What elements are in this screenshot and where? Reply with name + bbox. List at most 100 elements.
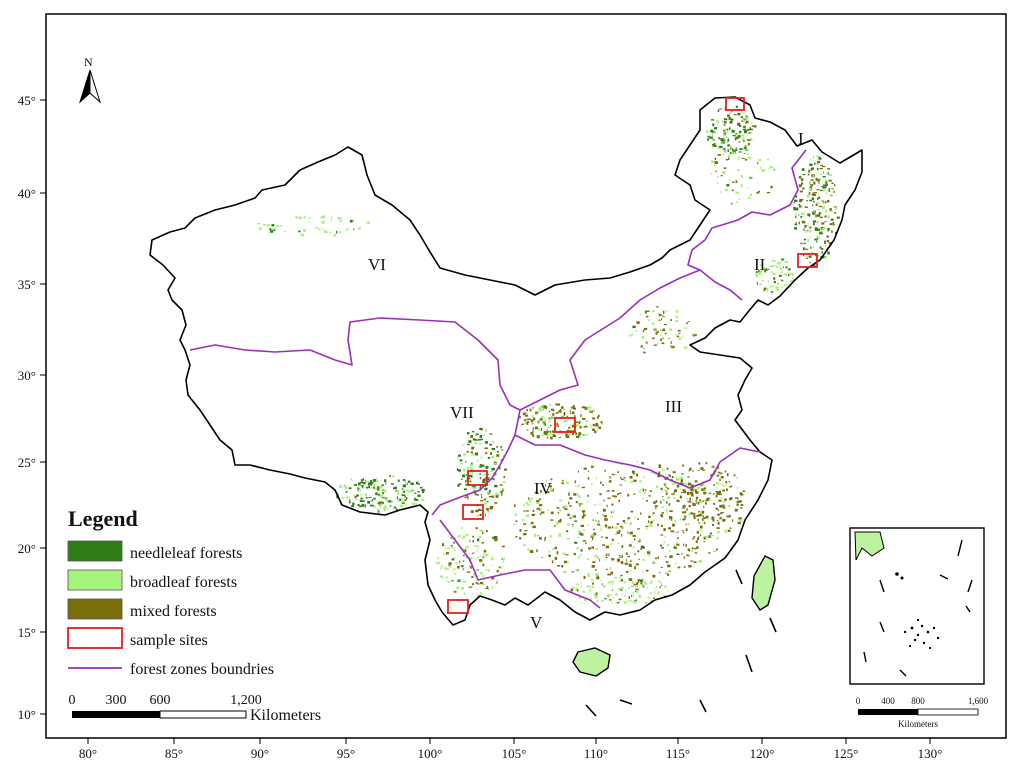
forest-patch [269, 228, 272, 231]
forest-patch [763, 287, 767, 291]
forest-patch [748, 132, 752, 134]
forest-patch [680, 479, 683, 482]
forest-patch [522, 503, 525, 507]
forest-patch [698, 462, 701, 465]
forest-patch [530, 497, 534, 500]
forest-patch [436, 557, 439, 560]
forest-patch [489, 508, 493, 510]
forest-patch [646, 570, 649, 572]
legend-item-sample-sites: sample sites [67, 627, 208, 649]
forest-patch [732, 149, 736, 152]
forest-patch [683, 566, 686, 568]
forest-patch [543, 420, 546, 423]
forest-patch [635, 588, 639, 591]
forest-patch [543, 407, 546, 410]
forest-patch [725, 484, 727, 486]
forest-patch [469, 480, 472, 483]
forest-patch [588, 406, 592, 409]
forest-patch [470, 471, 474, 475]
forest-patch [658, 471, 661, 475]
forest-patch [723, 136, 725, 139]
forest-patch [667, 564, 671, 568]
forest-patch [649, 592, 652, 595]
forest-patch [642, 585, 645, 588]
forest-patch [720, 512, 723, 515]
forest-patch [578, 556, 580, 559]
sample-site [725, 97, 745, 111]
forest-patch [531, 513, 536, 516]
forest-patch [780, 279, 783, 281]
svg-text:20°: 20° [18, 541, 36, 556]
forest-patch [821, 228, 825, 230]
forest-patch [526, 422, 529, 425]
forest-patch [780, 267, 783, 271]
zone-label-V: V [530, 613, 543, 632]
forest-patch [524, 421, 527, 424]
forest-patch [676, 543, 680, 546]
forest-patch [536, 507, 540, 510]
forest-patch [812, 246, 815, 249]
forest-patch [360, 493, 362, 496]
forest-patch [625, 571, 629, 573]
forest-patch [784, 273, 787, 276]
forest-patch [711, 119, 715, 121]
forest-patch [707, 138, 709, 141]
forest-patch [455, 562, 458, 564]
forest-patch [395, 490, 398, 492]
sample-site [462, 504, 484, 520]
forest-patch [381, 497, 385, 499]
forest-patch [737, 127, 739, 129]
forest-patch [809, 185, 812, 187]
forest-patch [658, 319, 661, 321]
forest-patch [795, 213, 798, 216]
forest-patch [740, 493, 744, 496]
forest-patch [650, 526, 653, 528]
legend-swatch [67, 598, 123, 620]
forest-patch [834, 212, 837, 214]
forest-patch [611, 583, 613, 585]
forest-patch [745, 120, 749, 124]
forest-patch [586, 426, 589, 428]
forest-patch [595, 592, 598, 596]
forest-patch [580, 410, 582, 413]
x-axis: 80° 85° 90° 95° 100° 105° 110° 115° 120°… [79, 738, 942, 761]
forest-patch [706, 130, 709, 134]
forest-patch [544, 537, 546, 540]
forest-patch [650, 600, 653, 602]
forest-patch [647, 551, 651, 554]
forest-patch [368, 485, 370, 489]
forest-patch [661, 506, 664, 508]
forest-patch [271, 228, 275, 231]
forest-patch [539, 536, 542, 540]
forest-patch [453, 573, 457, 575]
sample-site [447, 599, 469, 614]
forest-patch [715, 494, 718, 498]
forest-patch [522, 544, 527, 547]
forest-patch [713, 484, 715, 486]
svg-text:0: 0 [856, 696, 861, 706]
forest-patch [602, 484, 604, 486]
forest-patch [501, 492, 503, 496]
forest-patch [540, 490, 542, 493]
forest-patch [476, 550, 478, 552]
forest-patch [338, 231, 341, 233]
forest-patch [671, 346, 674, 349]
forest-patch [399, 498, 401, 501]
forest-patch [722, 506, 726, 509]
forest-patch [643, 327, 648, 331]
forest-patch [760, 264, 762, 267]
forest-patch [664, 477, 668, 480]
forest-patch [681, 492, 684, 493]
forest-patch [817, 197, 819, 201]
forest-patch [465, 533, 469, 536]
forest-patch [630, 522, 632, 524]
y-tick: 15° [18, 625, 46, 640]
forest-patch [663, 541, 666, 544]
forest-patch [640, 345, 643, 348]
forest-patch [491, 455, 495, 459]
forest-patch [617, 601, 620, 604]
forest-patch [257, 223, 261, 225]
forest-patch [627, 517, 631, 520]
forest-patch [772, 272, 776, 276]
forest-patch [532, 525, 536, 529]
